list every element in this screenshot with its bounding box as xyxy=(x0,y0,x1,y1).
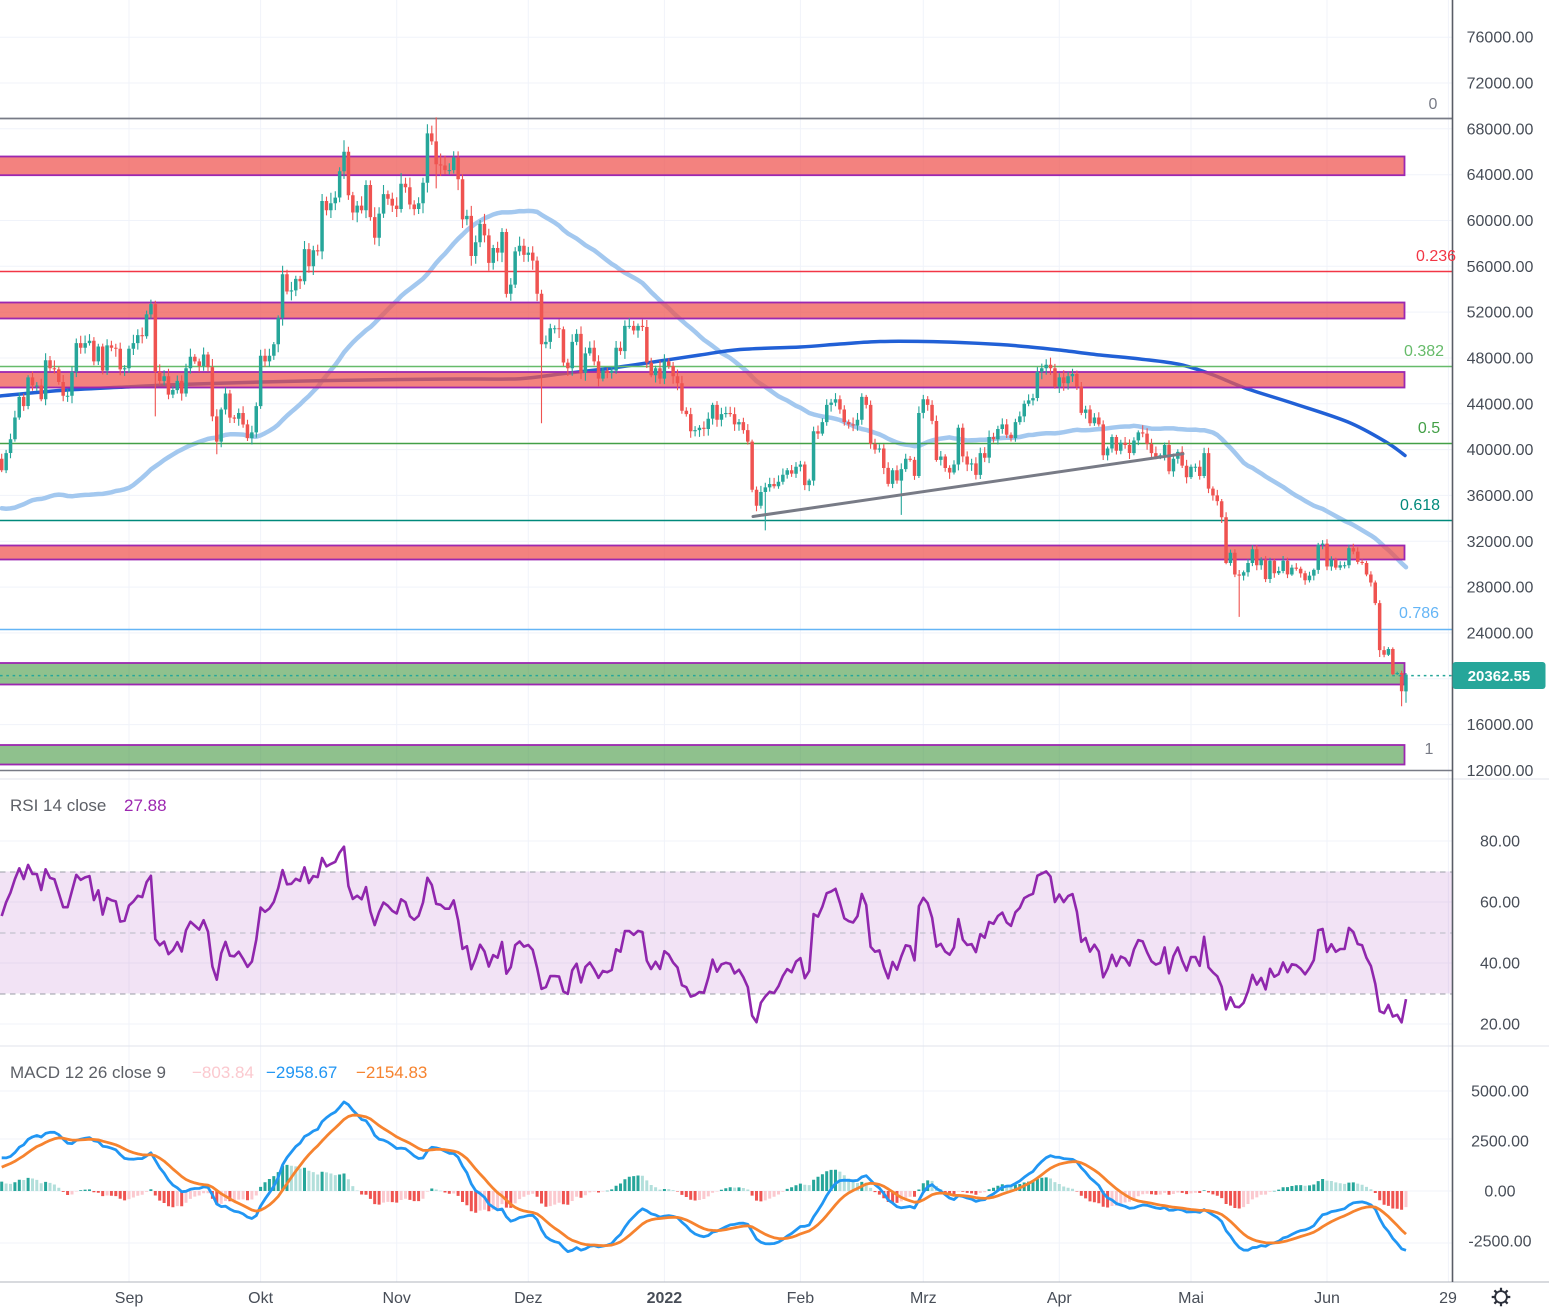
svg-text:2500.00: 2500.00 xyxy=(1471,1134,1529,1151)
svg-text:40.00: 40.00 xyxy=(1480,956,1520,973)
svg-text:56000.00: 56000.00 xyxy=(1467,259,1534,276)
svg-text:Mai: Mai xyxy=(1178,1290,1204,1307)
svg-text:Jun: Jun xyxy=(1314,1290,1340,1307)
svg-text:Okt: Okt xyxy=(248,1290,273,1307)
svg-text:36000.00: 36000.00 xyxy=(1467,488,1534,505)
svg-text:32000.00: 32000.00 xyxy=(1467,534,1534,551)
svg-text:28000.00: 28000.00 xyxy=(1467,580,1534,597)
svg-text:Nov: Nov xyxy=(382,1290,410,1307)
svg-text:-2500.00: -2500.00 xyxy=(1468,1234,1531,1251)
svg-text:1: 1 xyxy=(1425,741,1434,758)
svg-text:76000.00: 76000.00 xyxy=(1467,30,1534,47)
svg-text:Sep: Sep xyxy=(115,1290,144,1307)
svg-text:−2958.67: −2958.67 xyxy=(266,1063,337,1082)
svg-text:0: 0 xyxy=(1429,96,1438,113)
svg-text:16000.00: 16000.00 xyxy=(1467,717,1534,734)
svg-text:−2154.83: −2154.83 xyxy=(356,1063,427,1082)
svg-text:72000.00: 72000.00 xyxy=(1467,76,1534,93)
svg-text:52000.00: 52000.00 xyxy=(1467,305,1534,322)
svg-text:48000.00: 48000.00 xyxy=(1467,351,1534,368)
svg-text:5000.00: 5000.00 xyxy=(1471,1084,1529,1101)
svg-text:Apr: Apr xyxy=(1047,1290,1073,1307)
svg-text:64000.00: 64000.00 xyxy=(1467,167,1534,184)
svg-text:80.00: 80.00 xyxy=(1480,834,1520,851)
svg-text:0.5: 0.5 xyxy=(1418,420,1440,437)
svg-text:60.00: 60.00 xyxy=(1480,895,1520,912)
svg-text:Feb: Feb xyxy=(787,1290,815,1307)
svg-text:0.382: 0.382 xyxy=(1404,343,1444,360)
svg-text:20362.55: 20362.55 xyxy=(1468,668,1531,685)
svg-text:40000.00: 40000.00 xyxy=(1467,442,1534,459)
svg-text:12000.00: 12000.00 xyxy=(1467,763,1534,780)
svg-text:2022: 2022 xyxy=(647,1290,683,1307)
svg-text:0.00: 0.00 xyxy=(1484,1184,1515,1201)
svg-text:Dez: Dez xyxy=(514,1290,542,1307)
svg-text:MACD 12 26 close 9: MACD 12 26 close 9 xyxy=(10,1063,166,1082)
svg-text:60000.00: 60000.00 xyxy=(1467,213,1534,230)
svg-text:29: 29 xyxy=(1439,1290,1457,1307)
svg-text:24000.00: 24000.00 xyxy=(1467,625,1534,642)
svg-text:0.786: 0.786 xyxy=(1399,605,1439,622)
svg-text:20.00: 20.00 xyxy=(1480,1017,1520,1034)
svg-text:RSI 14 close: RSI 14 close xyxy=(10,796,106,815)
svg-text:−803.84: −803.84 xyxy=(192,1063,254,1082)
svg-text:Mrz: Mrz xyxy=(910,1290,937,1307)
svg-text:27.88: 27.88 xyxy=(124,796,167,815)
svg-text:44000.00: 44000.00 xyxy=(1467,396,1534,413)
svg-text:0.236: 0.236 xyxy=(1416,248,1456,265)
svg-text:0.618: 0.618 xyxy=(1400,497,1440,514)
svg-text:68000.00: 68000.00 xyxy=(1467,121,1534,138)
